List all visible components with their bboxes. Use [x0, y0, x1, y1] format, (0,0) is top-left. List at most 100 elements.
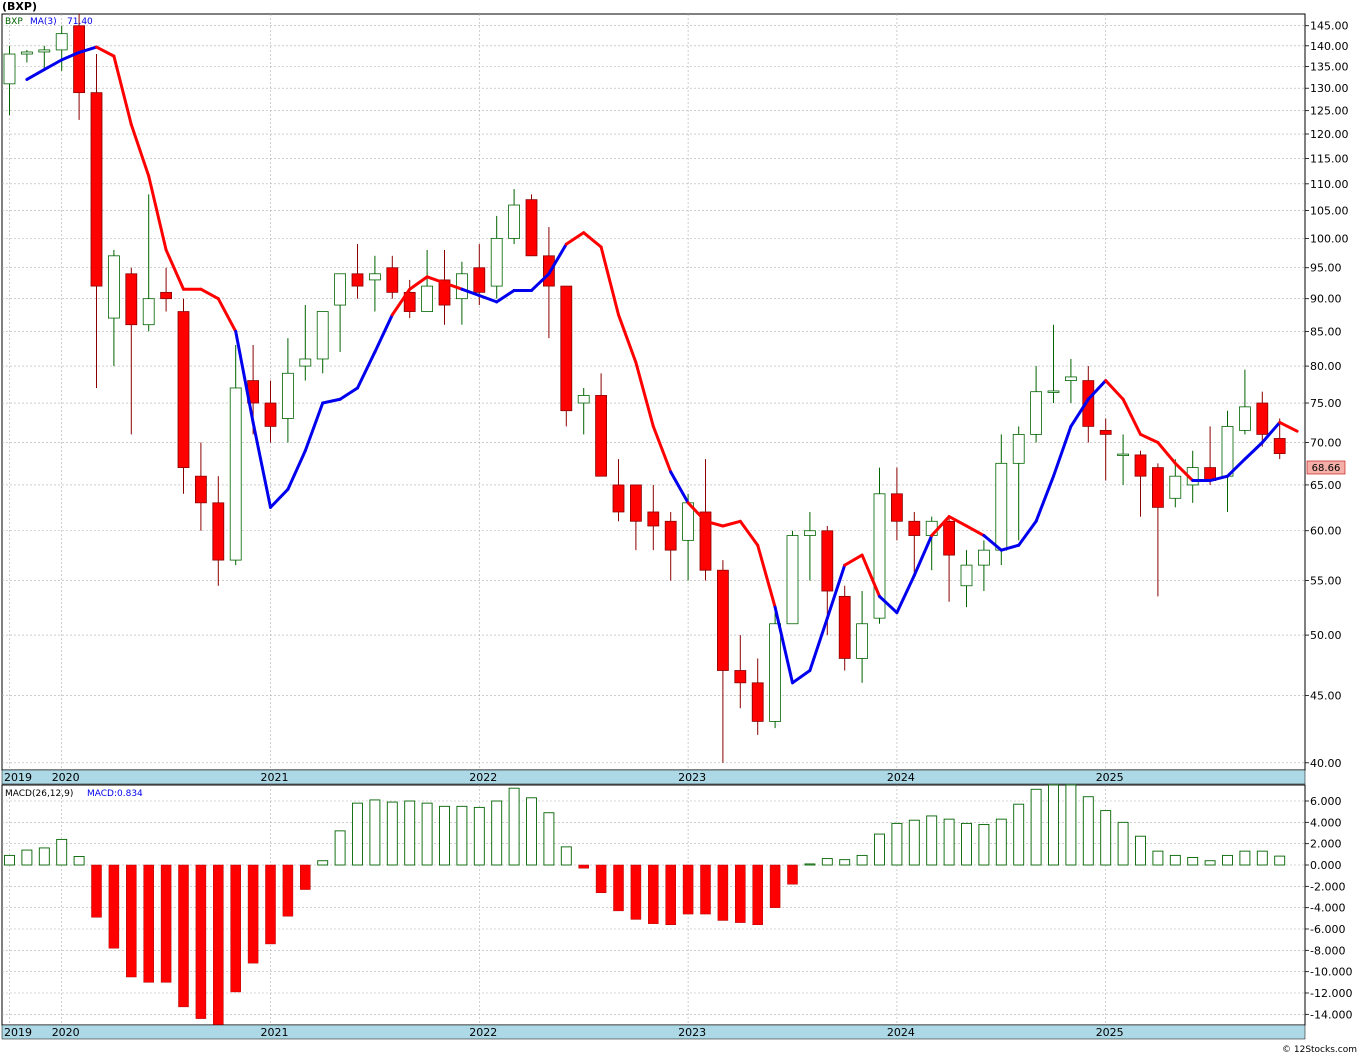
ma-segment — [704, 519, 725, 528]
price-y-tick-label: 125.00 — [1310, 105, 1349, 118]
macd-bar — [787, 864, 798, 885]
macd-bar — [769, 864, 781, 908]
macd-bar — [1082, 796, 1094, 866]
ma-segment — [129, 123, 151, 178]
ma-segment — [669, 470, 690, 505]
macd-panel: 2019 2020 2021 2022 2023 2024 2025 6.000 4.000 2… — [1, 784, 1352, 1040]
macd-bar — [439, 805, 450, 866]
candle-body — [612, 484, 625, 513]
candle-body — [421, 285, 434, 312]
macd-bar — [213, 864, 224, 1026]
price-y-tick-label: 80.00 — [1310, 360, 1342, 373]
ma-segment — [1034, 474, 1055, 523]
ma-segment — [930, 515, 951, 538]
ma-segment — [634, 361, 655, 428]
macd-bar — [752, 864, 763, 925]
ma-segment — [1173, 461, 1195, 483]
macd-bar — [595, 864, 607, 893]
macd-bar — [1239, 850, 1251, 866]
ma-segment — [582, 231, 603, 249]
ma-segment — [738, 519, 760, 547]
ma-segment — [564, 231, 586, 246]
ma-segment — [25, 68, 46, 81]
candle-body — [943, 520, 955, 556]
candle-body — [1239, 406, 1251, 431]
candle-body — [160, 291, 173, 300]
macd-x-labels: 2019 2020 2021 2022 2023 2024 2025 — [4, 1026, 1124, 1039]
ma-segment — [860, 553, 881, 598]
ma-segment — [321, 397, 342, 405]
price-date-band — [1, 769, 1306, 785]
candle-body — [299, 358, 312, 367]
ma-segment — [1260, 420, 1282, 445]
macd-bar — [995, 818, 1007, 866]
candle-body — [1082, 380, 1095, 427]
macd-bar — [56, 838, 68, 866]
price-legend: BXP MA(3) 71.40 — [5, 17, 93, 27]
ma-segment — [77, 45, 98, 54]
macd-bar — [908, 819, 920, 866]
macd-bar — [1135, 835, 1146, 866]
macd-bar — [300, 864, 311, 890]
candle-body — [873, 493, 886, 619]
candle-body — [1273, 438, 1286, 454]
macd-y-tick-label: 4.000 — [1310, 816, 1342, 829]
ma-segment — [651, 424, 673, 474]
candle-body — [386, 267, 399, 293]
ma-segment — [147, 174, 168, 252]
macd-bar — [665, 864, 676, 925]
ma-segment — [982, 534, 1003, 552]
candle-body — [647, 511, 660, 527]
ma-segment — [460, 287, 481, 298]
macd-bar — [1100, 810, 1112, 866]
price-y-tick-label: 110.00 — [1310, 178, 1349, 191]
ma-segment — [825, 563, 847, 620]
macd-bar — [473, 806, 485, 866]
candle-body — [525, 199, 538, 257]
candle-body — [281, 372, 294, 419]
candle-body — [804, 530, 816, 536]
macd-y-tick-label: 6.000 — [1310, 795, 1342, 808]
ma-segment — [721, 519, 742, 528]
candle-body — [751, 682, 764, 722]
candle-body — [212, 502, 225, 561]
ma-segment — [895, 573, 916, 615]
macd-bar — [1222, 854, 1233, 866]
price-y-tick-label: 60.00 — [1310, 525, 1342, 538]
ma-segment — [477, 294, 499, 304]
ma-segment — [286, 449, 307, 491]
ma-segment — [547, 242, 568, 276]
ma-segment — [1069, 397, 1090, 428]
candle-body — [368, 273, 381, 281]
price-y-tick-label: 40.00 — [1310, 757, 1342, 770]
macd-bar — [456, 805, 468, 866]
ma-segment — [269, 487, 290, 509]
candle-body — [403, 291, 416, 312]
price-y-tick-label: 140.00 — [1310, 40, 1349, 53]
macd-bar — [804, 863, 816, 866]
macd-bar — [874, 833, 885, 866]
candle-body — [1030, 391, 1042, 435]
candle-body — [1099, 429, 1112, 435]
candle-body — [630, 484, 642, 522]
macd-bar — [1013, 803, 1025, 866]
macd-bar — [1204, 860, 1216, 866]
candle-body — [595, 395, 607, 477]
price-x-label: 2019 — [4, 771, 32, 784]
macd-bar — [421, 802, 433, 866]
ma-segment — [878, 594, 899, 615]
macd-bar — [943, 818, 955, 866]
macd-bars — [4, 784, 1286, 1026]
candle-body — [351, 273, 364, 287]
macd-y-tick-label: -12.000 — [1310, 987, 1352, 1000]
macd-y-tick-label: -4.000 — [1310, 902, 1345, 915]
legend-ma-label: MA(3) — [30, 17, 57, 27]
candle-body — [838, 595, 851, 659]
macd-x-label: 2025 — [1096, 1026, 1124, 1039]
macd-y-tick-label: -10.000 — [1310, 966, 1352, 979]
macd-bar — [230, 864, 241, 993]
candle-body — [490, 237, 503, 287]
candle-body — [90, 92, 103, 287]
candle-body — [577, 395, 590, 404]
ma-segment — [373, 313, 394, 354]
